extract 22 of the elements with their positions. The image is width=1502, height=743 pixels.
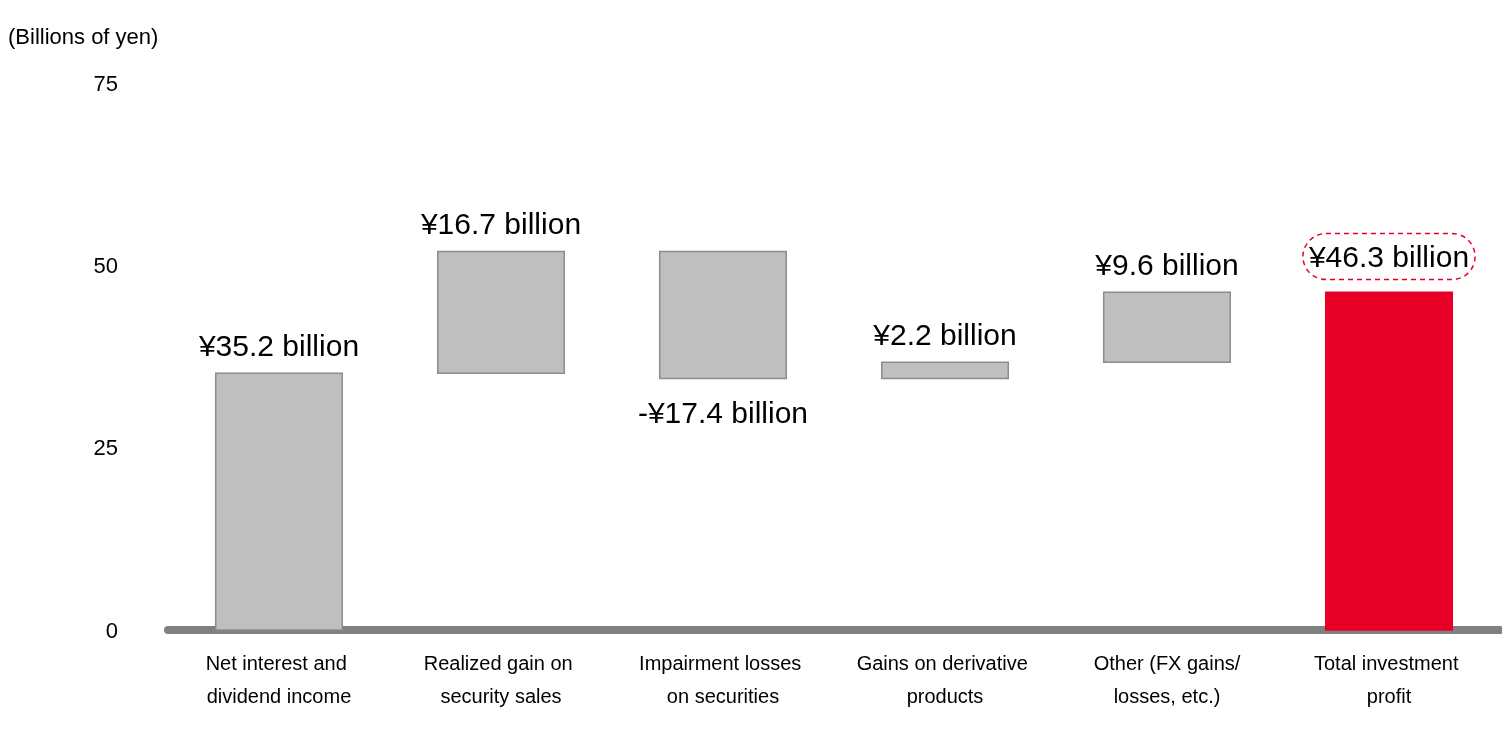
x-tick-label: Realized gain on security sales xyxy=(423,651,579,707)
data-label: ¥16.7 billion xyxy=(419,207,582,241)
data-label: ¥9.6 billion xyxy=(1094,248,1239,282)
data-label: ¥46.3 billion xyxy=(1307,240,1470,274)
bar xyxy=(880,361,1010,380)
bar xyxy=(436,250,566,375)
x-tick-label: Total investment profit xyxy=(1313,651,1465,707)
data-label: ¥2.2 billion xyxy=(872,318,1017,352)
y-tick-label: 25 xyxy=(93,435,118,461)
bar xyxy=(1102,291,1232,364)
y-axis-title: (Billions of yen) xyxy=(8,23,159,49)
y-tick-label: 75 xyxy=(93,70,118,96)
x-tick-label: Gains on derivative products xyxy=(856,651,1034,707)
bar xyxy=(658,250,788,380)
data-label: ¥35.2 billion xyxy=(197,329,360,363)
y-tick-label: 50 xyxy=(93,252,118,278)
bar xyxy=(1324,291,1454,631)
data-label: -¥17.4 billion xyxy=(637,395,809,429)
x-tick-label: Impairment losses on securities xyxy=(639,651,807,707)
y-tick-label: 0 xyxy=(105,617,118,643)
x-tick-label: Other (FX gains/losses, etc.) xyxy=(1093,651,1241,707)
x-tick-label: Net interest and dividend income xyxy=(205,651,353,707)
